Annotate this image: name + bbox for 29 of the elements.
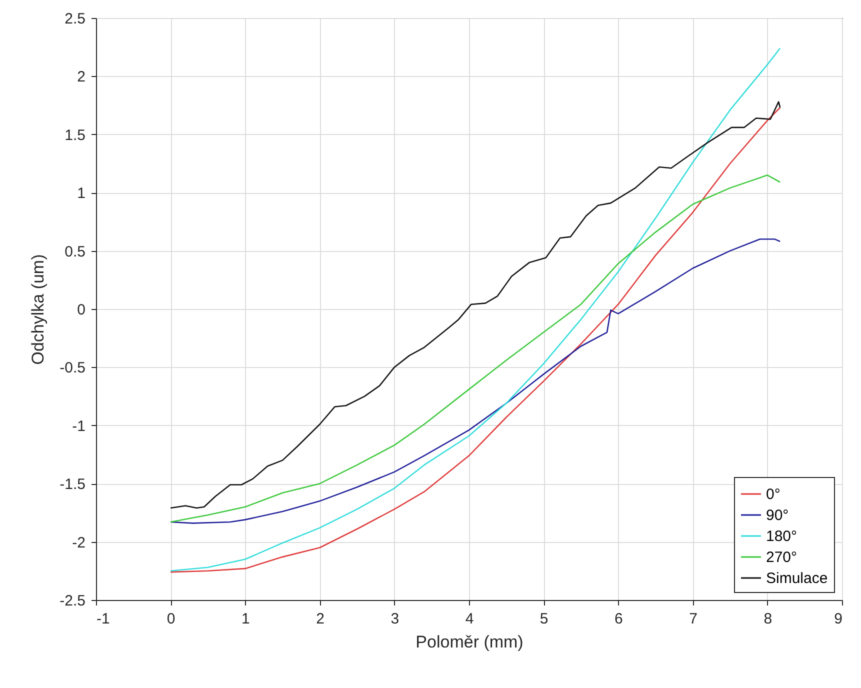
x-tick-label: 8 xyxy=(764,610,772,628)
y-tick-label: -2.5 xyxy=(60,592,86,610)
x-tick-label: 4 xyxy=(465,610,474,628)
x-tick-label: 5 xyxy=(540,610,548,628)
y-tick-label: -1.5 xyxy=(60,476,86,494)
legend-label: 180° xyxy=(766,528,798,545)
x-tick-label: 9 xyxy=(834,610,842,628)
x-tick-label: 7 xyxy=(689,610,698,628)
y-tick-label: -1 xyxy=(72,418,86,435)
legend-label: Simulace xyxy=(766,570,828,587)
y-tick-label: 0 xyxy=(77,302,86,318)
x-tick-label: 2 xyxy=(316,610,324,628)
x-tick-label: -1 xyxy=(96,610,110,628)
y-tick-label: 1 xyxy=(77,185,86,202)
y-tick-label: 1.5 xyxy=(64,126,86,144)
legend-label: 270° xyxy=(766,549,798,566)
x-tick-label: 6 xyxy=(614,610,623,628)
x-tick-label: 0 xyxy=(166,610,176,628)
y-tick-label: -2 xyxy=(72,534,86,552)
y-tick-label: 2.5 xyxy=(64,10,86,28)
y-tick-label: -0.5 xyxy=(60,360,86,377)
legend-label: 90° xyxy=(766,507,789,524)
x-tick-label: 1 xyxy=(242,610,250,628)
legend-label: 0° xyxy=(766,486,780,503)
x-tick-label: 3 xyxy=(390,610,400,628)
y-tick-label: 0.5 xyxy=(64,243,86,260)
y-axis-title: Odchylka (um) xyxy=(28,254,48,365)
x-axis-title: Poloměr (mm) xyxy=(416,632,524,652)
y-tick-label: 2 xyxy=(77,68,86,86)
